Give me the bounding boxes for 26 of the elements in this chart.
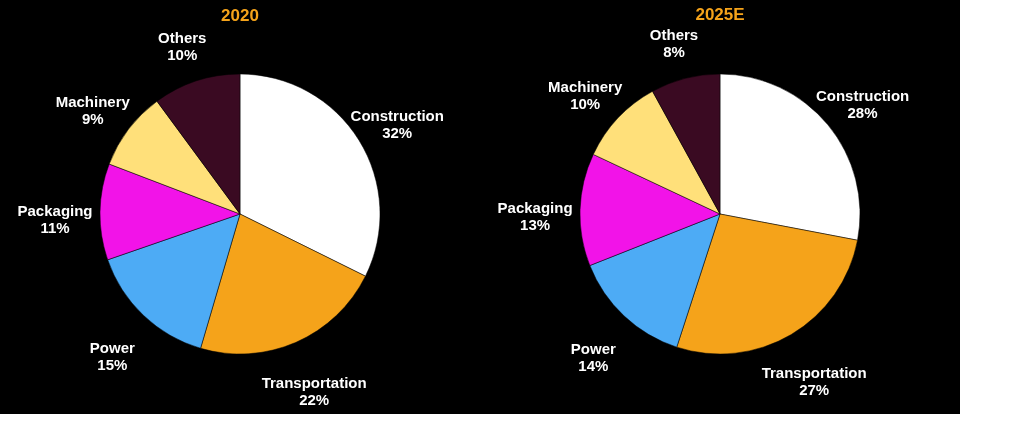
data-label: 22% (299, 391, 330, 409)
slice-label: Others (158, 29, 207, 47)
slice-label: Power (89, 338, 135, 356)
chart-title: 2020 (221, 6, 259, 25)
chart-title: 2025E (695, 4, 745, 24)
data-label: 10% (167, 46, 198, 64)
data-label: 27% (799, 381, 830, 399)
data-label: 32% (382, 124, 413, 142)
data-label: 10% (570, 95, 601, 113)
slice-label: Machinery (548, 78, 623, 96)
slice-label: Construction (350, 107, 444, 125)
data-label: 14% (578, 356, 609, 374)
data-label: 11% (40, 219, 70, 237)
data-label: 28% (847, 104, 878, 122)
slice-label: Machinery (55, 92, 131, 110)
slice-label: Construction (815, 87, 910, 105)
slice-label: Packaging (17, 202, 93, 220)
data-label: 15% (97, 355, 128, 373)
slice-label: Packaging (497, 199, 573, 217)
data-label: 13% (520, 216, 551, 234)
data-label: 8% (663, 42, 685, 60)
data-label: 9% (81, 109, 104, 127)
slice-label: Power (570, 339, 617, 357)
slice-label: Transportation (261, 374, 367, 392)
slice-label: Others (649, 25, 699, 43)
slice-label: Transportation (761, 364, 867, 382)
